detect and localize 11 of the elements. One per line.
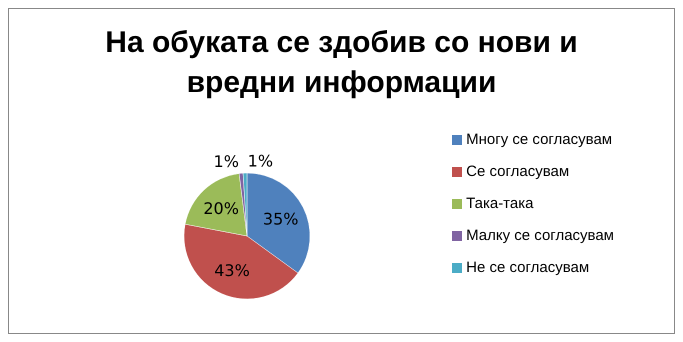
data-label: 43% [214,261,250,280]
data-label: 20% [203,198,239,218]
legend-label: Се согласувам [466,163,570,180]
legend-label: Многу се согласувам [466,131,612,148]
legend-label: Не се согласувам [466,259,590,276]
data-label: 1% [214,152,239,171]
chart-title: На обуката се здобив со нови и вредни информации [104,25,579,101]
data-label: 35% [262,209,298,228]
legend-label: Така-така [466,195,534,212]
legend-label: Малку се согласувам [466,227,614,244]
data-label: 1% [248,152,274,171]
